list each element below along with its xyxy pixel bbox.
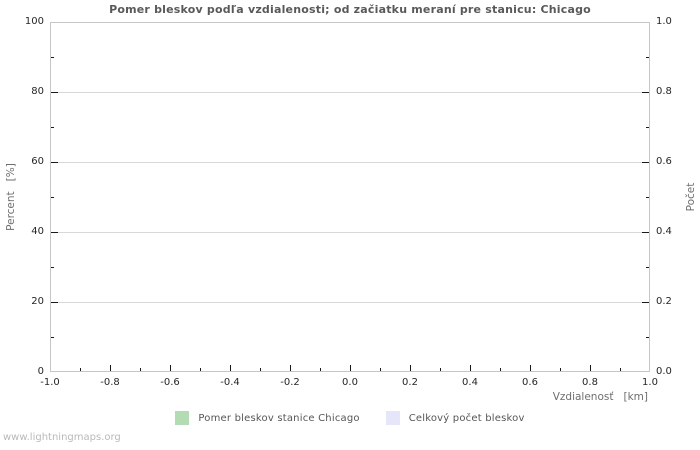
y-tick-label-right: 0.0 — [656, 366, 672, 377]
x-tick-label: 0.6 — [522, 377, 538, 388]
tick-mark-y-left — [51, 92, 58, 93]
tick-mark-y-left — [51, 232, 58, 233]
legend: Pomer bleskov stanice Chicago Celkový po… — [50, 411, 650, 425]
y-tick-label-right: 1.0 — [656, 16, 672, 27]
gridline — [51, 162, 649, 163]
gridline — [51, 302, 649, 303]
y-tick-label-left: 20 — [31, 296, 44, 307]
minor-tick-y-right — [646, 57, 649, 58]
y-tick-label-right: 0.4 — [656, 226, 672, 237]
tick-mark-y-left — [51, 162, 58, 163]
x-tick-label: 0.8 — [582, 377, 598, 388]
minor-tick-x — [260, 368, 261, 371]
y-tick-label-left: 60 — [31, 156, 44, 167]
tick-mark-x — [590, 365, 591, 371]
minor-tick-x — [140, 368, 141, 371]
tick-mark-x — [350, 365, 351, 371]
y-tick-label-left: 80 — [31, 86, 44, 97]
x-tick-label: -0.6 — [160, 377, 180, 388]
minor-tick-y-right — [646, 197, 649, 198]
gridline — [51, 232, 649, 233]
x-tick-label: -0.8 — [100, 377, 120, 388]
legend-label-series2: Celkový počet bleskov — [408, 412, 525, 424]
y-tick-label-right: 0.2 — [656, 296, 672, 307]
chart-title: Pomer bleskov podľa vzdialenosti; od zač… — [109, 3, 591, 16]
legend-swatch-series2 — [385, 411, 400, 425]
legend-swatch-series1 — [175, 411, 190, 425]
gridline — [51, 92, 649, 93]
minor-tick-x — [620, 368, 621, 371]
minor-tick-x — [80, 368, 81, 371]
minor-tick-y-left — [51, 197, 54, 198]
x-tick-label: 1.0 — [642, 377, 658, 388]
y-tick-label-left: 100 — [24, 16, 44, 27]
tick-mark-x — [470, 365, 471, 371]
minor-tick-y-right — [646, 127, 649, 128]
x-axis-label: Vzdialenosť [km] — [552, 391, 648, 403]
tick-mark-x — [230, 365, 231, 371]
y-tick-label-left: 0 — [37, 366, 44, 377]
minor-tick-y-left — [51, 57, 54, 58]
legend-item-series1: Pomer bleskov stanice Chicago — [175, 411, 360, 425]
tick-mark-y-right — [642, 302, 649, 303]
x-tick-label: 0.4 — [462, 377, 478, 388]
y-tick-label-left: 40 — [31, 226, 44, 237]
minor-tick-y-right — [646, 267, 649, 268]
x-tick-label: -0.4 — [220, 377, 240, 388]
minor-tick-x — [320, 368, 321, 371]
plot-area — [50, 22, 650, 372]
tick-mark-y-right — [642, 232, 649, 233]
x-tick-label: 0.0 — [342, 377, 358, 388]
tick-mark-x — [530, 365, 531, 371]
watermark: www.lightningmaps.org — [3, 432, 121, 443]
tick-mark-y-left — [51, 302, 58, 303]
minor-tick-x — [200, 368, 201, 371]
y-axis-label-left: Percent [%] — [5, 163, 17, 231]
minor-tick-y-left — [51, 337, 54, 338]
tick-mark-x — [410, 365, 411, 371]
legend-item-series2: Celkový počet bleskov — [385, 411, 525, 425]
legend-label-series1: Pomer bleskov stanice Chicago — [198, 412, 360, 424]
minor-tick-y-right — [646, 337, 649, 338]
minor-tick-x — [380, 368, 381, 371]
y-tick-label-right: 0.8 — [656, 86, 672, 97]
tick-mark-y-right — [642, 92, 649, 93]
tick-mark-x — [110, 365, 111, 371]
x-tick-label: -0.2 — [280, 377, 300, 388]
x-tick-label: -1.0 — [40, 377, 60, 388]
tick-mark-x — [290, 365, 291, 371]
minor-tick-x — [560, 368, 561, 371]
tick-mark-x — [170, 365, 171, 371]
y-tick-label-right: 0.6 — [656, 156, 672, 167]
minor-tick-y-left — [51, 127, 54, 128]
y-axis-label-right: Počet — [685, 182, 697, 212]
x-tick-label: 0.2 — [402, 377, 418, 388]
minor-tick-x — [500, 368, 501, 371]
minor-tick-y-left — [51, 267, 54, 268]
tick-mark-y-right — [642, 162, 649, 163]
minor-tick-x — [440, 368, 441, 371]
